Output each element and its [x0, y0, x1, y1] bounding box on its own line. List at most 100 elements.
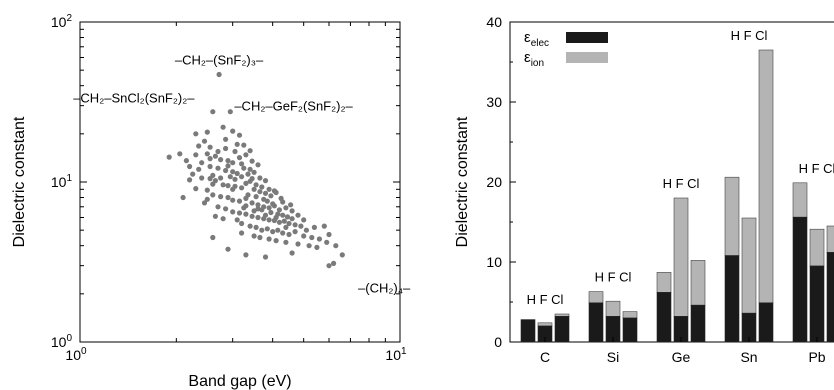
scatter-point [207, 163, 213, 170]
scatter-point [232, 176, 238, 182]
scatter-point [223, 145, 229, 152]
y-tick-label: 100 [51, 333, 73, 350]
scatter-point [259, 184, 265, 190]
scatter-point [239, 185, 245, 191]
scatter-point [166, 154, 172, 160]
scatter-point [215, 148, 221, 155]
scatter-point [234, 217, 240, 223]
scatter-point [292, 229, 298, 235]
scatter-ticks [79, 21, 401, 343]
scatter-point [239, 174, 245, 180]
scatter-point [271, 188, 277, 194]
scatter-point [215, 165, 221, 171]
scatter-point [210, 109, 216, 115]
scatter-annotation: –(CH₂)₄– [358, 280, 411, 295]
scatter-point [234, 141, 240, 147]
scatter-point [261, 196, 267, 202]
scatter-point [239, 161, 245, 167]
scatter-point [204, 187, 210, 193]
scatter-point [280, 199, 286, 205]
scatter-point [227, 174, 233, 180]
scatter-point [339, 252, 345, 258]
bar-ion-segment [809, 228, 825, 267]
scatter-point [230, 160, 236, 166]
scatter-point [247, 148, 253, 154]
bar-elec-segment [622, 317, 638, 343]
bar-group-labels: C Si Ge Sn Pb [540, 337, 826, 365]
scatter-point [255, 162, 261, 168]
scatter-point [331, 260, 337, 266]
scatter-point [212, 153, 218, 159]
scatter-point [234, 170, 240, 177]
bar-ion-segment [622, 311, 638, 319]
bar-ion-segment [656, 272, 672, 293]
scatter-point [220, 216, 226, 222]
scatter-point [273, 238, 279, 244]
scatter-y-tick-labels: 100 101 102 [51, 13, 73, 350]
scatter-point [210, 172, 216, 178]
scatter-point [196, 166, 202, 172]
scatter-point [264, 226, 270, 232]
scatter-point [280, 230, 286, 236]
scatter-point [333, 243, 339, 249]
scatter-point [177, 151, 183, 157]
scatter-point [230, 197, 236, 203]
scatter-point [180, 194, 186, 201]
scatter-point [276, 207, 282, 213]
bar-group-label: Sn [740, 349, 757, 365]
scatter-point [259, 227, 265, 233]
bar-elec-segment [588, 302, 604, 343]
bar-y-tick-label: 30 [486, 94, 502, 110]
scatter-x-axis-title: Band gap (eV) [188, 373, 291, 390]
bar-elec-segment [656, 292, 672, 343]
scatter-point [270, 201, 276, 207]
scatter-point [298, 223, 304, 229]
scatter-point [311, 224, 317, 230]
scatter-point [199, 175, 205, 181]
scatter-point [243, 252, 249, 258]
scatter-point [268, 193, 274, 199]
scatter-annotation: –CH₂–GeF₂(SnF₂)₂– [234, 99, 353, 114]
scatter-point [255, 202, 261, 208]
scatter-point [187, 163, 193, 170]
scatter-point [251, 208, 257, 214]
scatter-point [225, 183, 231, 189]
bar-ion-segment [690, 260, 706, 306]
scatter-point [243, 203, 249, 209]
scatter-point [257, 189, 263, 195]
scatter-point [289, 216, 295, 222]
bar-elec-segment [520, 319, 536, 343]
scatter-point [230, 209, 236, 215]
scatter-x-tick-labels: 100 101 [65, 346, 407, 363]
scatter-point [303, 227, 309, 233]
bar-elec-segment [792, 216, 808, 343]
scatter-point [204, 129, 210, 135]
scatter-point [253, 182, 259, 188]
scatter-point [257, 234, 263, 241]
scatter-point [230, 186, 236, 192]
scatter-point [314, 244, 320, 250]
scatter-point [190, 171, 196, 177]
scatter-point [276, 219, 282, 225]
scatter-point [275, 227, 281, 233]
scatter-point [280, 212, 286, 218]
scatter-point [199, 160, 205, 166]
bar-group-label: Ge [672, 349, 691, 365]
scatter-point [239, 230, 245, 236]
scatter-point [220, 124, 226, 130]
bar-y-axis-title: Dielectric constant [454, 116, 471, 247]
bar-elec-segment [809, 265, 825, 343]
scatter-y-axis-title: Dielectric constant [11, 116, 28, 247]
scatter-point [210, 181, 216, 187]
bar-rects [520, 49, 834, 343]
scatter-point [245, 171, 251, 177]
scatter-point [292, 222, 298, 228]
scatter-point [218, 175, 224, 181]
scatter-point [232, 148, 238, 155]
scatter-point [241, 165, 247, 171]
scatter-point [204, 196, 210, 202]
bar-ion-segment [673, 197, 689, 317]
scatter-point [249, 213, 255, 219]
scatter-point [301, 217, 307, 223]
